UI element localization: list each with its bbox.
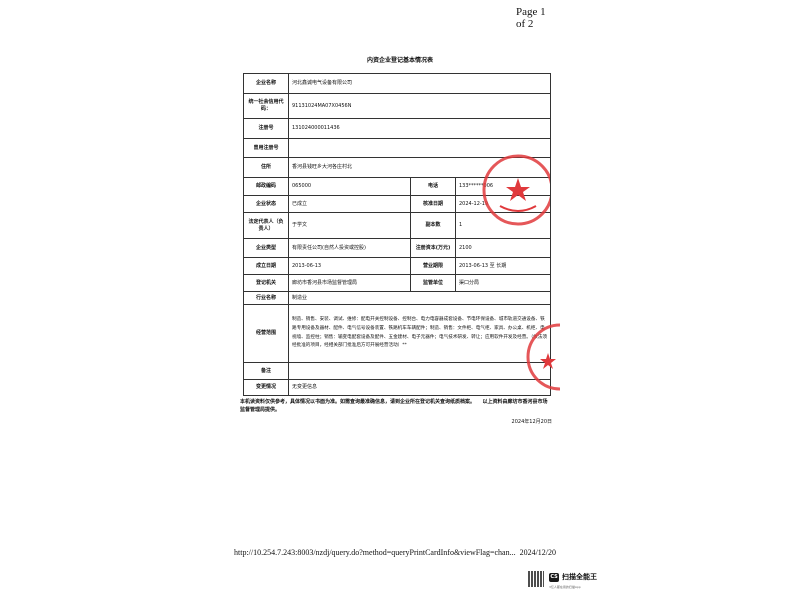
label-former-reg-no: 曾用注册号	[243, 138, 289, 158]
label-founded: 成立日期	[243, 257, 289, 275]
value-copies: 1	[455, 212, 551, 239]
label-authority: 登记机关	[243, 274, 289, 292]
label-credit-code: 统一社会信用代码：	[243, 93, 289, 119]
label-term: 营业期限	[410, 257, 456, 275]
scanner-app-name: 扫描全能王	[562, 573, 597, 581]
camscanner-logo-icon: CS	[549, 573, 559, 582]
label-status: 企业状态	[243, 195, 289, 213]
value-address: 香河县钱旺乡大河各庄村北	[288, 157, 551, 178]
label-scope: 经营范围	[243, 304, 289, 363]
label-industry: 行业名称	[243, 291, 289, 305]
print-date: 2024年12月20日	[511, 419, 552, 425]
label-name: 企业名称	[243, 73, 289, 94]
label-legal-rep: 法定代表人（负责人）	[243, 212, 289, 239]
value-legal-rep: 于学文	[288, 212, 411, 239]
qr-code-icon	[528, 571, 544, 587]
value-supervisor: 渠口分局	[455, 274, 551, 292]
value-name: 河北鑫诚电气设备有限公司	[288, 73, 551, 94]
label-remarks: 备注	[243, 362, 289, 380]
value-authority: 廊坊市香河县市场监督管理局	[288, 274, 411, 292]
value-scope: 制造、销售、安装、调试、维修：配电开关控制设备、控制台、电力电容器成套设备、节电…	[288, 304, 551, 363]
value-phone: 133******006	[455, 177, 551, 196]
footer-date: 2024/12/20	[519, 548, 557, 557]
label-copies: 副本数	[410, 212, 456, 239]
value-approval-date: 2024-12-19	[455, 195, 551, 213]
value-status: 已成立	[288, 195, 411, 213]
value-credit-code: 91131024MA07X0456N	[288, 93, 551, 119]
value-type: 有限责任公司(自然人投资或控股)	[288, 238, 411, 258]
value-industry: 制造业	[288, 291, 551, 305]
value-remarks	[288, 362, 551, 380]
label-postcode: 邮政编码	[243, 177, 289, 196]
label-reg-no: 注册号	[243, 118, 289, 139]
footer-url: http://10.254.7.243:8003/nzdj/query.do?m…	[234, 548, 556, 557]
document-title: 内资企业登记基本情况表	[366, 57, 433, 64]
value-term: 2013-06-13 至 长期	[455, 257, 551, 275]
value-reg-no: 131024000011436	[288, 118, 551, 139]
page-indicator: Page 1 of 2	[516, 6, 546, 30]
value-capital: 2100	[455, 238, 551, 258]
label-capital: 注册资本(万元)	[410, 238, 456, 258]
value-changes: 无变更信息	[288, 379, 551, 396]
value-postcode: 065000	[288, 177, 411, 196]
value-former-reg-no	[288, 138, 551, 158]
registration-table: 企业名称 河北鑫诚电气设备有限公司 统一社会信用代码： 91131024MA07X0…	[243, 73, 551, 396]
value-founded: 2013-06-13	[288, 257, 411, 275]
label-type: 企业类型	[243, 238, 289, 258]
label-supervisor: 监管单位	[410, 274, 456, 292]
scanner-app-tagline: 3亿人都在用的扫描App	[549, 585, 581, 589]
label-changes: 变更情况	[243, 379, 289, 396]
label-approval-date: 核准日期	[410, 195, 456, 213]
label-address: 住所	[243, 157, 289, 178]
footer-url-text: http://10.254.7.243:8003/nzdj/query.do?m…	[234, 548, 516, 557]
disclaimer-notes: 本机读资料仅供参考，具体情况以书面为准。如需查询最准确信息，请到企业所在登记机关…	[240, 399, 548, 413]
label-phone: 电话	[410, 177, 456, 196]
